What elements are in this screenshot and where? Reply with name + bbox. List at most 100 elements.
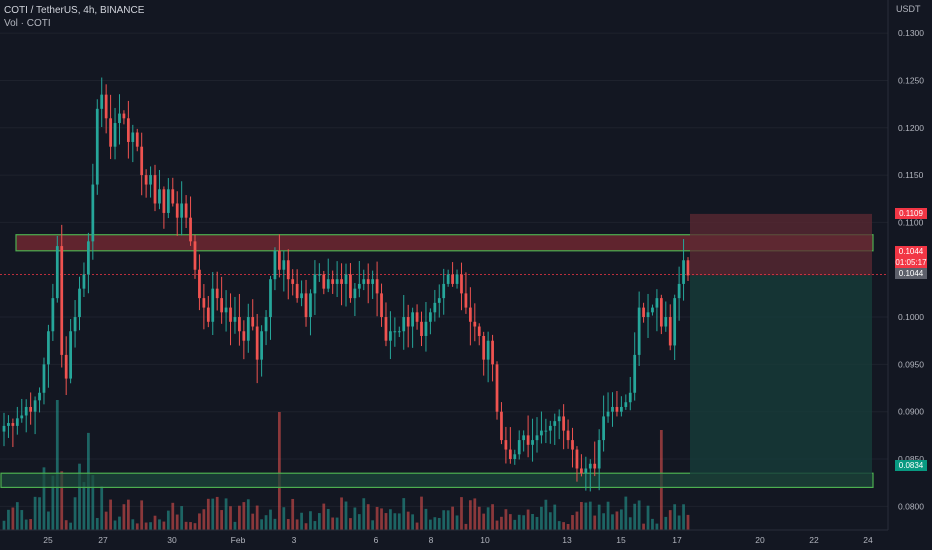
- volume-bar: [495, 520, 499, 530]
- volume-bar: [82, 482, 86, 530]
- volume-bar: [2, 520, 6, 530]
- candle-body: [260, 331, 263, 360]
- volume-bar: [424, 508, 428, 530]
- volume-bar: [189, 522, 192, 530]
- candle-body: [95, 108, 99, 185]
- volume-bar: [304, 523, 308, 530]
- volume-bar: [233, 521, 237, 530]
- volume-bar: [229, 506, 232, 530]
- volume-bar: [344, 501, 348, 530]
- volume-bar: [380, 508, 383, 530]
- time-tick-label: 6: [374, 535, 379, 545]
- volume-bar: [198, 513, 201, 530]
- volume-bar: [682, 504, 685, 530]
- candle-body: [304, 293, 308, 318]
- candle-body: [628, 392, 632, 403]
- entry-price-tag: 0.1044: [895, 268, 927, 279]
- candle-body: [584, 468, 588, 474]
- candle-body: [375, 279, 379, 294]
- candle-body: [233, 317, 237, 322]
- candle-body: [251, 317, 255, 327]
- candle-body: [171, 189, 175, 204]
- volume-bar: [357, 514, 361, 530]
- candle-body: [326, 279, 330, 289]
- volume-bar: [251, 513, 255, 530]
- candle-body: [659, 298, 663, 327]
- candle-body: [606, 411, 610, 417]
- candle-body: [33, 400, 37, 412]
- candle-body: [229, 307, 232, 322]
- time-tick-label: 3: [292, 535, 297, 545]
- volume-bar: [575, 511, 579, 530]
- volume-bar: [406, 511, 410, 530]
- candle-body: [51, 298, 55, 332]
- volume-bar: [500, 516, 503, 530]
- candle-body: [189, 217, 192, 242]
- volume-bar: [371, 520, 375, 530]
- volume-bar: [113, 520, 117, 530]
- candle-body: [202, 298, 206, 308]
- volume-bar: [326, 508, 330, 530]
- price-tick-label: 0.1000: [898, 312, 924, 322]
- candle-body: [158, 189, 161, 204]
- volume-bar: [24, 519, 28, 530]
- candle-body: [486, 340, 490, 360]
- volume-bar: [686, 514, 690, 530]
- candle-body: [87, 241, 90, 275]
- volume-bar: [482, 513, 486, 530]
- volume-bar: [20, 510, 24, 530]
- volume-bar: [491, 504, 494, 530]
- volume-bar: [38, 497, 41, 530]
- zones-layer: [0, 213, 888, 489]
- time-tick-label: 27: [98, 535, 108, 545]
- candle-body: [153, 175, 157, 204]
- volume-bar: [619, 509, 623, 530]
- volume-bar: [171, 502, 175, 530]
- volume-bar: [180, 506, 184, 530]
- candles-layer: [2, 77, 690, 492]
- candle-body: [64, 354, 68, 379]
- volume-bar: [282, 507, 286, 530]
- volume-bar: [7, 509, 10, 530]
- candle-body: [615, 406, 619, 412]
- volume-bar: [633, 503, 637, 530]
- volume-bar: [246, 499, 250, 530]
- candle-body: [442, 283, 446, 299]
- volume-pane: [2, 400, 690, 530]
- candle-body: [562, 416, 566, 431]
- volume-bar: [144, 522, 148, 530]
- time-tick-label: 30: [167, 535, 177, 545]
- candle-body: [220, 298, 224, 313]
- candle-body: [588, 463, 592, 469]
- volume-bar: [517, 514, 521, 530]
- volume-bar: [47, 511, 50, 530]
- volume-bar: [175, 514, 179, 530]
- volume-bar: [193, 523, 197, 530]
- volume-bar: [429, 519, 432, 530]
- volume-bar: [411, 514, 415, 530]
- price-tick-label: 0.1300: [898, 28, 924, 38]
- volume-bar: [615, 511, 619, 530]
- candle-body: [242, 331, 246, 341]
- candle-body: [295, 283, 299, 299]
- price-unit-label: USDT: [896, 4, 921, 14]
- volume-bar: [220, 510, 224, 530]
- candle-body: [393, 331, 397, 333]
- candle-body: [424, 321, 428, 336]
- volume-bar: [269, 509, 272, 530]
- candle-body: [415, 312, 419, 322]
- time-tick-label: 25: [43, 535, 53, 545]
- volume-bar: [264, 515, 268, 530]
- volume-bar: [340, 497, 343, 530]
- candle-body: [406, 317, 410, 327]
- candle-body: [149, 175, 152, 185]
- price-tick-label: 0.0800: [898, 501, 924, 511]
- volume-bar: [522, 515, 526, 530]
- time-tick-label: 24: [863, 535, 873, 545]
- volume-bar: [673, 504, 677, 530]
- volume-bar: [109, 499, 112, 530]
- candle-body: [553, 421, 557, 426]
- volume-bar: [11, 507, 15, 530]
